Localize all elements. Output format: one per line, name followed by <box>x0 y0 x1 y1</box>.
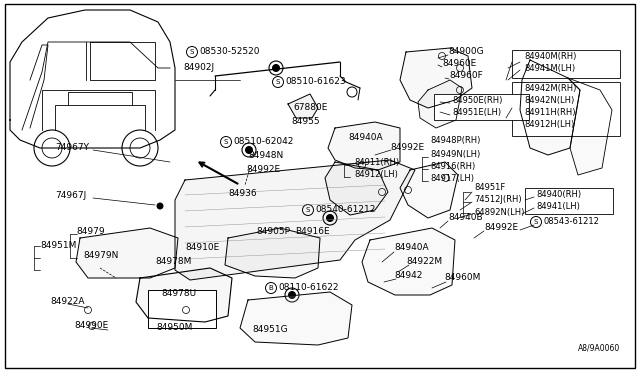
Text: 84942M(RH): 84942M(RH) <box>524 83 577 93</box>
Polygon shape <box>175 160 415 280</box>
Text: 84911(RH): 84911(RH) <box>354 157 399 167</box>
Text: 84911H(RH): 84911H(RH) <box>524 108 575 116</box>
Polygon shape <box>136 268 232 322</box>
Bar <box>512 50 620 78</box>
Text: 08510-62042: 08510-62042 <box>234 138 294 147</box>
Text: 84960M: 84960M <box>444 273 481 282</box>
Text: 67880E: 67880E <box>293 103 328 112</box>
Text: 84951F: 84951F <box>474 183 505 192</box>
Text: 84942: 84942 <box>394 272 422 280</box>
Text: 84922A: 84922A <box>50 298 84 307</box>
Text: B: B <box>269 285 273 291</box>
Text: B4916E: B4916E <box>295 228 330 237</box>
Text: 84940B: 84940B <box>448 214 483 222</box>
Text: 84910E: 84910E <box>185 244 220 253</box>
Text: 84900G: 84900G <box>448 48 484 57</box>
Text: 84916(RH): 84916(RH) <box>430 161 476 170</box>
Text: 84940A: 84940A <box>394 244 429 253</box>
Circle shape <box>289 292 296 298</box>
Text: S: S <box>306 207 310 213</box>
Text: A8/9A0060: A8/9A0060 <box>578 343 620 353</box>
Text: 84941(LH): 84941(LH) <box>536 202 580 211</box>
Text: S: S <box>276 79 280 85</box>
Polygon shape <box>418 80 462 128</box>
Text: 84941M(LH): 84941M(LH) <box>524 64 575 73</box>
Text: 08110-61622: 08110-61622 <box>278 283 339 292</box>
Circle shape <box>273 64 280 71</box>
Text: 84992E: 84992E <box>246 166 280 174</box>
Circle shape <box>246 147 253 154</box>
Text: 84992E: 84992E <box>390 144 424 153</box>
Text: 84940M(RH): 84940M(RH) <box>524 51 577 61</box>
Polygon shape <box>288 94 318 118</box>
Text: S: S <box>224 139 228 145</box>
Text: 74967Y: 74967Y <box>55 144 89 153</box>
Text: 84912(LH): 84912(LH) <box>354 170 398 179</box>
Text: 74512J(RH): 74512J(RH) <box>474 196 522 205</box>
Text: 08510-61623: 08510-61623 <box>285 77 346 87</box>
Text: 84979: 84979 <box>76 228 104 237</box>
Polygon shape <box>400 48 472 108</box>
Polygon shape <box>328 122 400 170</box>
Text: 84905P: 84905P <box>256 228 290 237</box>
Text: 84960E: 84960E <box>442 60 476 68</box>
Text: 84940A: 84940A <box>348 134 383 142</box>
Circle shape <box>326 215 333 221</box>
Text: 84922M: 84922M <box>406 257 442 266</box>
Bar <box>148 290 216 328</box>
Text: 84992E: 84992E <box>484 224 518 232</box>
Text: 84940(RH): 84940(RH) <box>536 189 581 199</box>
Text: 84917(LH): 84917(LH) <box>430 173 474 183</box>
Polygon shape <box>520 60 580 155</box>
Text: 08543-61212: 08543-61212 <box>543 218 600 227</box>
Text: 84948P(RH): 84948P(RH) <box>430 135 481 144</box>
Text: 84949N(LH): 84949N(LH) <box>430 150 480 158</box>
Text: 74967J: 74967J <box>55 192 86 201</box>
Polygon shape <box>325 162 388 215</box>
Bar <box>434 94 529 120</box>
Text: 84960F: 84960F <box>449 71 483 80</box>
Polygon shape <box>362 228 455 295</box>
Text: 84951E(LH): 84951E(LH) <box>452 108 501 116</box>
Polygon shape <box>568 78 612 175</box>
Text: 08540-61212: 08540-61212 <box>316 205 376 215</box>
Text: S: S <box>190 49 194 55</box>
Polygon shape <box>400 162 458 218</box>
Text: 84990E: 84990E <box>74 321 108 330</box>
Polygon shape <box>76 228 178 278</box>
Text: 84936: 84936 <box>228 189 257 199</box>
Text: 84950M: 84950M <box>156 324 193 333</box>
Circle shape <box>157 203 163 209</box>
Text: 64892N(LH): 64892N(LH) <box>474 208 524 217</box>
Text: 84979N: 84979N <box>83 251 118 260</box>
Text: 84902J: 84902J <box>183 64 214 73</box>
Text: 84955: 84955 <box>291 118 319 126</box>
Text: 84942N(LH): 84942N(LH) <box>524 96 574 105</box>
Polygon shape <box>240 292 352 345</box>
Text: 84951G: 84951G <box>252 326 287 334</box>
Text: 08530-52520: 08530-52520 <box>200 48 260 57</box>
Bar <box>525 188 613 214</box>
Text: 84950E(RH): 84950E(RH) <box>452 96 502 105</box>
Text: S: S <box>534 219 538 225</box>
Text: 84978U: 84978U <box>161 289 196 298</box>
Polygon shape <box>225 228 320 278</box>
Text: 84951M: 84951M <box>40 241 76 250</box>
Bar <box>512 82 620 136</box>
Text: 84912H(LH): 84912H(LH) <box>524 119 574 128</box>
Text: 84948N: 84948N <box>248 151 284 160</box>
Text: 84978M: 84978M <box>155 257 191 266</box>
